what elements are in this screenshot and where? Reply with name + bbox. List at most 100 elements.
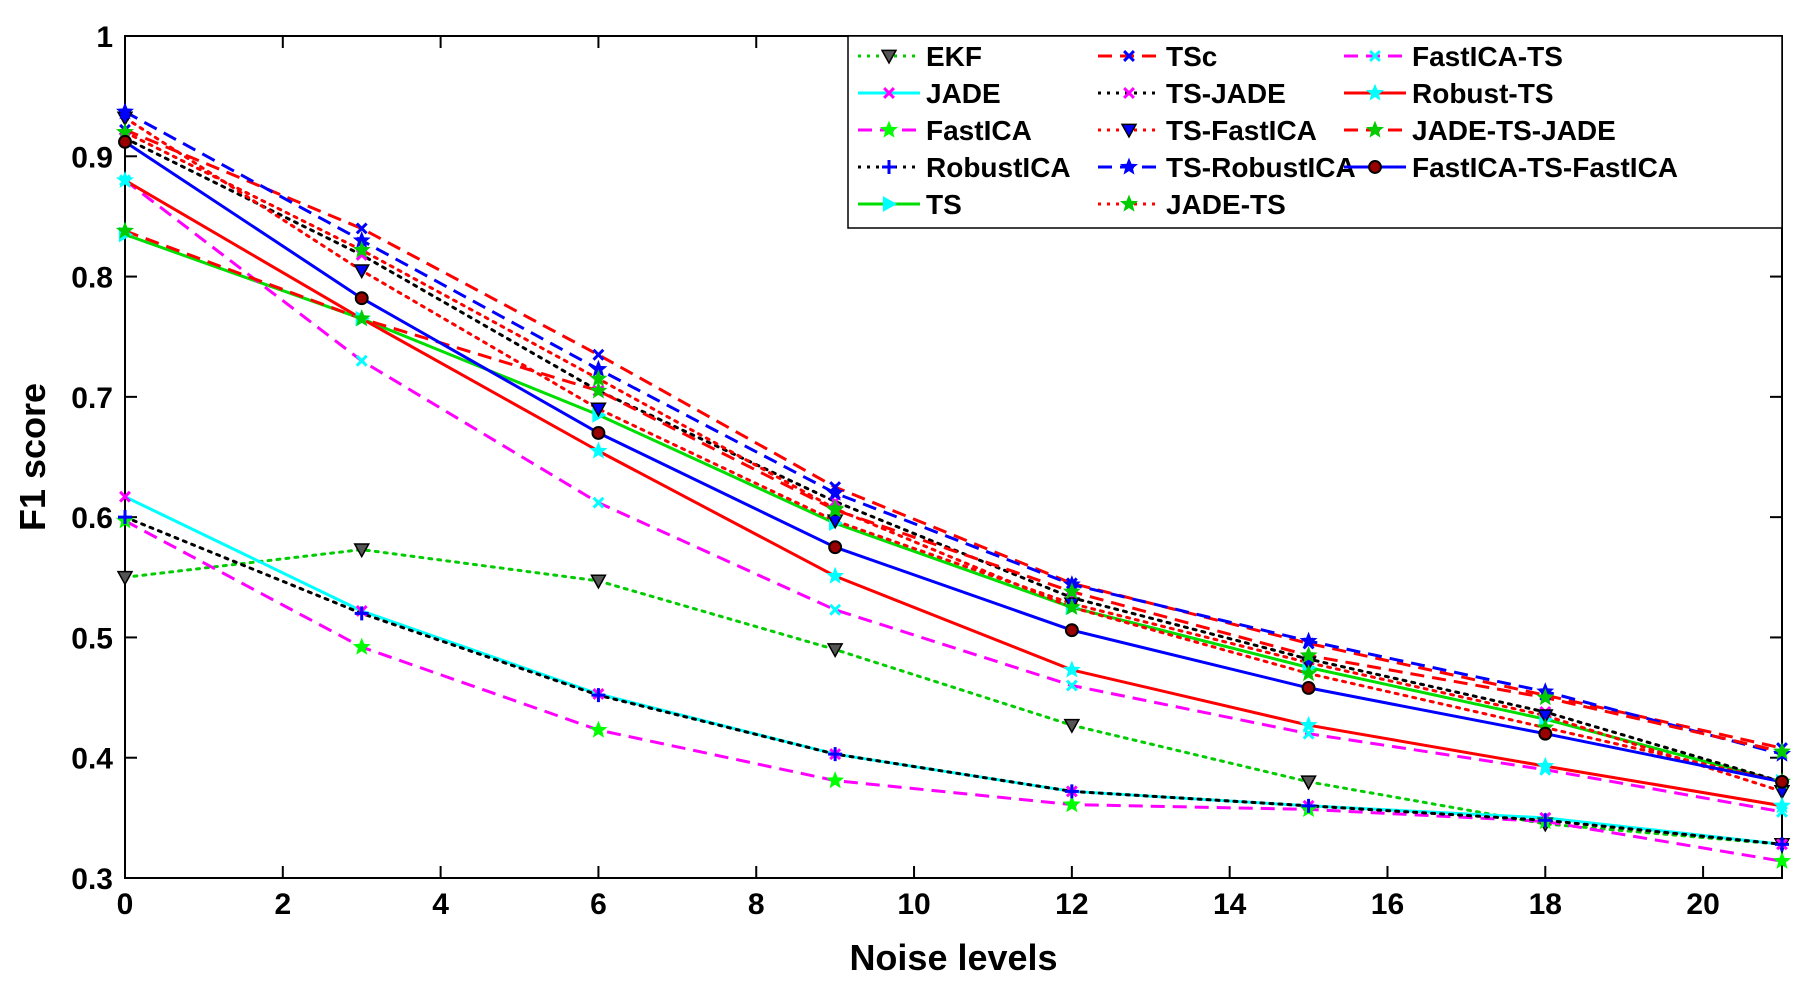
data-point-fastica-ts-fastica xyxy=(1301,680,1316,695)
series-line-ts-robustica xyxy=(125,110,1782,756)
series-markers xyxy=(115,102,1792,869)
legend-marker-ts-fastica xyxy=(1120,123,1138,139)
data-point-ts-fastica xyxy=(1537,709,1554,725)
data-point-robust-ts xyxy=(589,441,608,459)
legend-label-jade-ts-jade: JADE-TS-JADE xyxy=(1412,115,1616,146)
series-line-ekf xyxy=(125,548,1782,846)
x-tick-label: 18 xyxy=(1529,888,1562,921)
data-point-fastica xyxy=(352,637,371,655)
data-point-jade-ts xyxy=(1299,664,1318,682)
x-tick-label: 0 xyxy=(117,888,134,921)
legend-label-robust-ts: Robust-TS xyxy=(1412,78,1554,109)
legend-box xyxy=(847,35,1783,229)
data-point-robust-ts xyxy=(1772,796,1792,814)
x-tick-label: 12 xyxy=(1055,888,1088,921)
legend-marker-tsc xyxy=(1123,50,1135,62)
x-tick-label: 8 xyxy=(748,888,765,921)
legend-label-ekf: EKF xyxy=(926,41,982,72)
data-point-robustica xyxy=(354,606,369,621)
data-point-tsc xyxy=(355,222,368,235)
data-point-fastica xyxy=(1772,851,1792,869)
series-line-jade xyxy=(125,495,1782,846)
legend-marker-fastica xyxy=(879,120,899,138)
data-point-ts-robustica xyxy=(1299,631,1318,649)
data-point-ekf xyxy=(826,643,844,659)
data-point-robust-ts xyxy=(1536,756,1555,774)
x-tick-label: 20 xyxy=(1686,888,1719,921)
series-line-ts xyxy=(125,233,1782,784)
data-point-ekf xyxy=(353,543,370,559)
x-axis-label: Noise levels xyxy=(849,937,1057,978)
data-point-fastica-ts xyxy=(829,603,842,616)
legend-label-ts: TS xyxy=(926,189,962,220)
data-point-robustica xyxy=(1064,784,1079,799)
data-point-jade-ts-jade xyxy=(115,221,135,239)
data-point-robustica xyxy=(828,747,843,762)
legend-marker-jade xyxy=(883,87,895,99)
legend-label-jade-ts: JADE-TS xyxy=(1166,189,1286,220)
data-point-jade xyxy=(119,490,131,503)
legend-marker-robust-ts xyxy=(1365,83,1385,101)
data-point-tsc xyxy=(592,348,605,361)
data-point-ekf xyxy=(1300,775,1317,791)
data-point-fastica-ts-fastica xyxy=(1775,774,1789,789)
x-tick-label: 16 xyxy=(1371,888,1404,921)
data-point-robustica xyxy=(1538,813,1553,828)
data-point-fastica-ts-fastica xyxy=(591,425,606,440)
legend-marker-jade-ts xyxy=(1119,194,1139,212)
data-point-jade-ts-jade xyxy=(1536,688,1555,706)
data-point-jade-ts-jade xyxy=(826,500,845,518)
data-point-jade-ts-jade xyxy=(352,309,371,327)
series-line-jade-ts-jade xyxy=(125,229,1782,754)
data-point-fastica-ts-fastica xyxy=(354,291,369,306)
x-tick-label: 6 xyxy=(590,888,607,921)
series-lines xyxy=(125,110,1782,863)
legend-label-tsc: TSc xyxy=(1166,41,1217,72)
legend-marker-fastica-ts xyxy=(1369,50,1381,62)
data-point-jade-ts xyxy=(352,240,371,258)
legend-marker-ts-jade xyxy=(1123,87,1135,99)
data-point-robustica xyxy=(1301,798,1316,813)
data-point-fastica-ts xyxy=(592,496,605,509)
series-line-fastica xyxy=(125,519,1782,863)
legend-marker-robustica xyxy=(882,160,896,174)
y-tick-label: 0.7 xyxy=(71,382,113,415)
series-line-robustica xyxy=(125,515,1782,846)
data-point-robustica xyxy=(118,510,132,525)
data-point-robustica xyxy=(1775,837,1789,852)
data-point-fastica xyxy=(589,720,608,738)
legend-marker-jade-ts-jade xyxy=(1365,120,1385,138)
data-point-fastica-ts xyxy=(1065,679,1078,692)
data-point-ts-fastica xyxy=(590,402,607,418)
legend-label-ts-robustica: TS-RobustICA xyxy=(1166,152,1356,183)
data-point-jade-ts-jade xyxy=(589,381,608,399)
data-point-fastica-ts-fastica xyxy=(1064,623,1079,638)
series-line-tsc xyxy=(125,128,1782,750)
data-point-fastica-ts-fastica xyxy=(828,540,843,555)
legend-label-fastica: FastICA xyxy=(926,115,1032,146)
data-point-ekf xyxy=(116,570,134,586)
data-point-ekf xyxy=(590,574,607,590)
data-point-ts-fastica xyxy=(826,514,844,530)
legend-label-fastica-ts-fastica: FastICA-TS-FastICA xyxy=(1412,152,1678,183)
data-point-robustica xyxy=(591,688,606,703)
data-point-ekf xyxy=(1063,718,1081,734)
series-line-fastica-ts-fastica xyxy=(125,140,1782,784)
series-line-fastica-ts xyxy=(125,179,1782,814)
data-point-jade-ts-jade xyxy=(1062,582,1081,600)
data-point-fastica-ts xyxy=(355,354,368,367)
legend-marker-ekf xyxy=(880,49,898,65)
y-tick-label: 0.9 xyxy=(71,141,113,174)
data-point-robust-ts xyxy=(1299,715,1318,733)
legend: EKF JADE FastICA RobustICA TS TSc TS-JADE TS-Fa… xyxy=(847,35,1783,229)
legend-marker-ts xyxy=(882,196,898,212)
legend-label-fastica-ts: FastICA-TS xyxy=(1412,41,1563,72)
data-point-fastica-ts-fastica xyxy=(118,134,132,149)
data-point-robust-ts xyxy=(826,566,845,584)
data-point-jade-ts-jade xyxy=(1299,646,1318,664)
data-point-jade-ts xyxy=(1062,597,1081,616)
x-tick-label: 4 xyxy=(432,888,449,921)
legend-label-ts-fastica: TS-FastICA xyxy=(1166,115,1317,146)
data-point-ts-robustica xyxy=(116,102,134,120)
